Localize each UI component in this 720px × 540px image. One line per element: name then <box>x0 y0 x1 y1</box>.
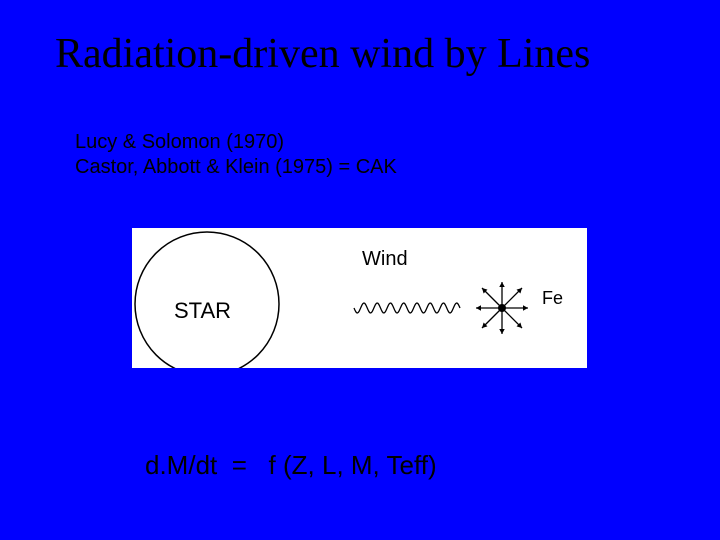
slide-title: Radiation-driven wind by Lines <box>55 30 590 78</box>
star-label: STAR <box>174 298 231 324</box>
mass-loss-equation: d.M/dt = f (Z, L, M, Teff) <box>145 450 437 481</box>
reference-line-1: Lucy & Solomon (1970) <box>75 130 397 155</box>
wind-diagram: STAR Wind Fe <box>132 228 587 368</box>
wind-label: Wind <box>362 248 408 271</box>
references-block: Lucy & Solomon (1970) Castor, Abbott & K… <box>75 130 397 180</box>
reference-line-2: Castor, Abbott & Klein (1975) = CAK <box>75 155 397 180</box>
fe-label: Fe <box>542 288 563 309</box>
